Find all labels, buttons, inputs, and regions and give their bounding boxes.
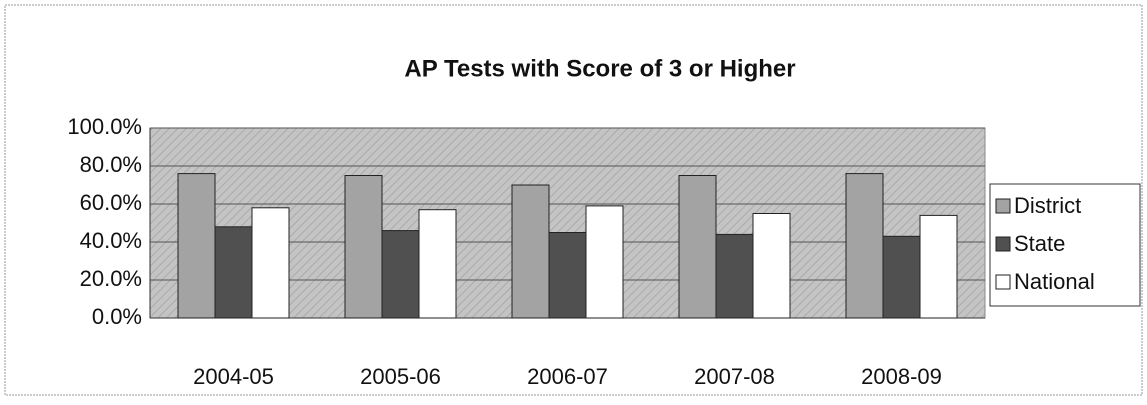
- y-tick-label: 80.0%: [80, 152, 142, 177]
- bar: [381, 230, 420, 319]
- y-tick-label: 100.0%: [67, 114, 142, 139]
- y-tick-label: 60.0%: [80, 190, 142, 215]
- bar: [418, 209, 457, 319]
- bar: [585, 205, 624, 319]
- y-tick-label: 0.0%: [92, 304, 142, 329]
- bar: [752, 213, 791, 319]
- legend-swatch: [995, 236, 1011, 252]
- bar: [251, 207, 290, 319]
- legend-swatch: [995, 274, 1011, 290]
- x-tick-label: 2005-06: [360, 364, 441, 389]
- x-tick-label: 2004-05: [193, 364, 274, 389]
- bar: [845, 173, 884, 319]
- bar: [715, 233, 754, 319]
- legend-label: State: [1014, 231, 1065, 256]
- bar: [177, 173, 216, 319]
- legend-label: District: [1014, 193, 1081, 218]
- x-tick-label: 2007-08: [694, 364, 775, 389]
- bar: [882, 235, 921, 319]
- legend-box: [989, 183, 1141, 307]
- y-tick-label: 20.0%: [80, 266, 142, 291]
- y-tick-label: 40.0%: [80, 228, 142, 253]
- x-tick-label: 2008-09: [861, 364, 942, 389]
- x-tick-label: 2006-07: [527, 364, 608, 389]
- bar: [511, 184, 550, 319]
- legend-swatch: [995, 198, 1011, 214]
- chart-title: AP Tests with Score of 3 or Higher: [404, 55, 795, 82]
- bar: [678, 175, 717, 319]
- bar: [344, 175, 383, 319]
- bar: [919, 214, 958, 319]
- legend-label: National: [1014, 269, 1095, 294]
- bar: [548, 232, 587, 319]
- bar: [214, 226, 253, 319]
